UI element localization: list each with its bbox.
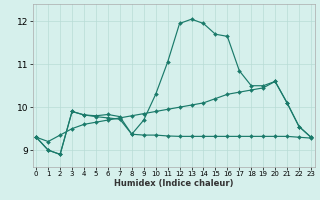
X-axis label: Humidex (Indice chaleur): Humidex (Indice chaleur) (114, 179, 233, 188)
